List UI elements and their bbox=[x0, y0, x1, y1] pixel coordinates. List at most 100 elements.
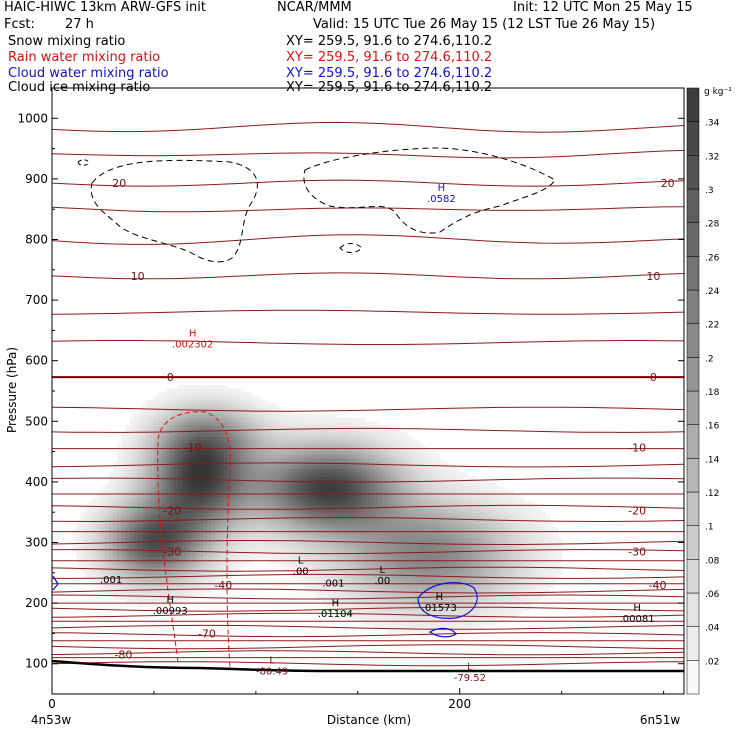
snow-cell bbox=[463, 599, 469, 604]
snow-cell bbox=[427, 512, 432, 517]
snow-cell bbox=[137, 584, 143, 590]
snow-cell bbox=[149, 530, 155, 535]
snow-cell bbox=[235, 479, 241, 484]
snow-cell bbox=[386, 519, 392, 524]
snow-cell bbox=[211, 486, 216, 491]
snow-cell bbox=[235, 526, 241, 531]
snow-cell bbox=[300, 501, 306, 506]
snow-cell bbox=[178, 443, 184, 448]
snow-cell bbox=[447, 504, 453, 510]
snow-cell bbox=[467, 610, 473, 615]
snow-cell bbox=[206, 424, 212, 430]
snow-cell bbox=[284, 486, 290, 491]
snow-cell bbox=[259, 479, 265, 484]
snow-cell bbox=[423, 624, 428, 630]
snow-cell bbox=[435, 606, 440, 611]
snow-cell bbox=[312, 501, 318, 506]
snow-cell bbox=[447, 475, 453, 481]
snow-cell bbox=[158, 530, 163, 535]
snow-cell bbox=[141, 432, 147, 437]
snow-cell bbox=[133, 523, 139, 528]
field-name-cloud-water: Cloud water mixing ratio bbox=[8, 66, 169, 81]
snow-cell bbox=[394, 454, 400, 459]
snow-cell bbox=[414, 570, 420, 575]
snow-cell bbox=[88, 577, 94, 582]
snow-cell bbox=[137, 603, 143, 608]
snow-cell bbox=[272, 414, 277, 419]
snow-cell bbox=[186, 432, 192, 437]
snow-cell bbox=[398, 526, 404, 531]
snow-cell bbox=[463, 624, 469, 630]
snow-cell bbox=[402, 464, 408, 470]
snow-cell bbox=[117, 544, 122, 550]
snow-cell bbox=[227, 443, 233, 448]
snow-cell bbox=[264, 530, 269, 535]
snow-cell bbox=[439, 599, 445, 604]
snow-cell bbox=[223, 384, 228, 390]
snow-cell bbox=[459, 544, 465, 550]
snow-cell bbox=[182, 552, 188, 557]
snow-cell bbox=[333, 599, 339, 604]
snow-cell bbox=[337, 421, 343, 426]
snow-cell bbox=[125, 544, 131, 550]
snow-cell bbox=[402, 468, 408, 473]
snow-cell bbox=[349, 468, 355, 473]
snow-cell bbox=[447, 494, 453, 499]
snow-cell bbox=[162, 468, 167, 473]
snow-cell bbox=[296, 486, 302, 491]
snow-cell bbox=[162, 417, 167, 422]
snow-cell bbox=[386, 475, 392, 481]
snow-cell bbox=[162, 555, 167, 561]
snow-cell bbox=[100, 559, 106, 564]
snow-cell bbox=[105, 548, 110, 553]
snow-cell bbox=[186, 421, 192, 426]
snow-cell bbox=[370, 464, 375, 470]
snow-cell bbox=[435, 563, 440, 568]
snow-cell bbox=[455, 577, 461, 582]
snow-cell bbox=[137, 435, 143, 441]
snow-cell bbox=[247, 486, 253, 491]
snow-cell bbox=[292, 435, 298, 441]
snow-cell bbox=[378, 555, 383, 561]
snow-cell bbox=[268, 428, 273, 433]
snow-cell bbox=[100, 512, 106, 517]
snow-cell bbox=[190, 515, 196, 521]
snow-cell bbox=[394, 512, 400, 517]
snow-cell bbox=[467, 523, 473, 528]
snow-cell bbox=[129, 435, 135, 441]
snow-cell bbox=[488, 519, 493, 524]
snow-cell bbox=[312, 464, 318, 470]
snow-cell bbox=[105, 534, 110, 539]
snow-cell bbox=[251, 424, 257, 430]
snow-cell bbox=[211, 559, 216, 564]
snow-cell bbox=[133, 588, 139, 593]
snow-cell bbox=[406, 548, 412, 553]
snow-cell bbox=[231, 424, 237, 430]
snow-cell bbox=[304, 443, 310, 448]
snow-cell bbox=[308, 544, 314, 550]
snow-cell bbox=[153, 468, 159, 473]
snow-cell bbox=[113, 501, 118, 506]
snow-cell bbox=[386, 577, 392, 582]
snow-cell bbox=[141, 468, 147, 473]
snow-cell bbox=[341, 439, 347, 444]
snow-cell bbox=[145, 414, 151, 419]
snow-cell bbox=[410, 544, 416, 550]
snow-cell bbox=[488, 490, 493, 495]
snow-cell bbox=[194, 588, 200, 593]
snow-cell bbox=[96, 530, 102, 535]
snow-cell bbox=[361, 574, 367, 579]
snow-cell bbox=[321, 577, 326, 582]
snow-cell bbox=[182, 406, 188, 411]
snow-cell bbox=[406, 555, 412, 561]
snow-cell bbox=[284, 566, 290, 571]
snow-cell bbox=[194, 486, 200, 491]
snow-cell bbox=[414, 490, 420, 495]
snow-cell bbox=[459, 574, 465, 579]
snow-cell bbox=[488, 614, 493, 619]
snow-cell bbox=[374, 603, 379, 608]
snow-cell bbox=[304, 559, 310, 564]
snow-cell bbox=[88, 574, 94, 579]
snow-cell bbox=[329, 439, 334, 444]
snow-cell bbox=[476, 574, 481, 579]
